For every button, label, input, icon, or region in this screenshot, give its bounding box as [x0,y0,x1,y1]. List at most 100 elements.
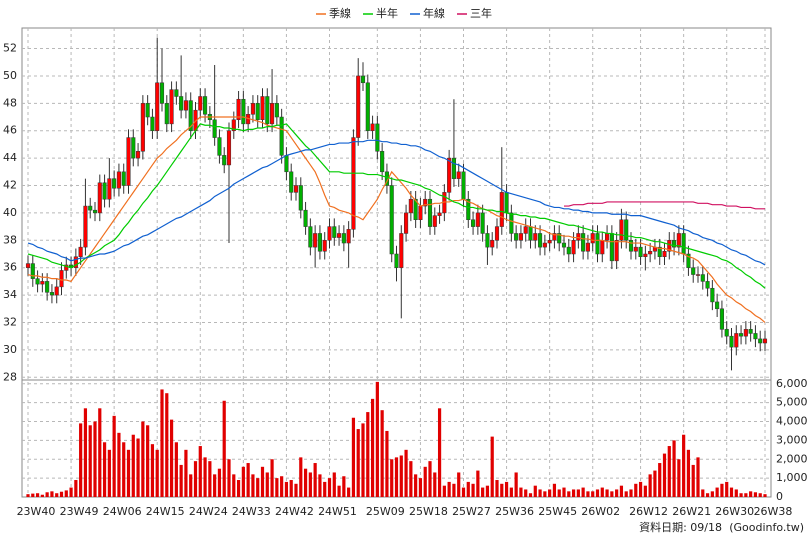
volume-bar [691,464,695,497]
x-tick-label: 24W06 [103,505,142,518]
candle-body [705,281,710,289]
candle-body [447,157,452,193]
volume-bar [600,487,604,497]
candle-body [509,212,514,234]
candle-body [40,281,45,285]
volume-bar [50,491,54,497]
candle-body [169,89,174,125]
y-tick-label: 48 [3,96,17,109]
volume-bar [495,480,499,497]
volume-bar [667,446,671,497]
candle-body [351,137,356,230]
volume-bar [490,436,494,497]
candle-body [92,209,98,214]
candle-body [49,292,54,296]
volume-bar [299,457,303,497]
volume-bar [658,463,662,497]
volume-bar [399,455,403,497]
x-tick-label: 26W02 [581,505,620,518]
volume-bar [595,489,600,497]
volume-bar [524,489,528,497]
candle-body [317,233,322,252]
volume-bar [629,489,633,497]
volume-tick-label: 0 [776,490,783,503]
candle-body [332,226,337,238]
candle-body [748,329,753,334]
volume-bar [270,459,274,497]
candle-body [499,192,504,227]
volume-bar [504,481,509,497]
volume-bar [471,483,475,497]
volume-bar [552,483,557,497]
candle-body [380,151,385,173]
candle-body [518,233,523,241]
volume-bar [567,491,571,497]
volume-bar [500,483,504,497]
candle-body [140,103,145,152]
volume-bar [662,453,667,497]
x-tick-label: 24W42 [275,505,314,518]
volume-bar [189,474,193,497]
volume-bar [55,493,59,497]
candle-body [313,233,318,248]
candle-body [112,178,117,189]
volume-bar [533,485,537,497]
candle-body [681,233,686,255]
volume-bar [557,489,561,497]
volume-bar [437,408,442,497]
candle-body [557,233,562,244]
candle-body [404,212,409,234]
candle-body [279,116,284,156]
volume-bar [375,381,379,497]
candle-body [471,219,476,227]
candle-body [337,233,342,238]
x-tick-label: 24W51 [318,505,357,518]
candle-body [451,157,456,179]
volume-bar [222,400,226,497]
volume-bar [753,492,758,497]
y-tick-label: 32 [3,315,17,328]
candle-body [475,212,480,227]
volume-bar [308,472,312,497]
candle-body [30,263,35,279]
x-tick-label: 24W15 [146,505,185,518]
candle-body [485,233,490,248]
volume-bar [150,444,155,497]
volume-bar [347,487,351,497]
candle-body [155,82,160,131]
volume-bar [117,432,121,497]
volume-bar [217,468,222,497]
candle-body [54,286,59,296]
volume-bar [323,481,327,497]
candle-body [102,182,107,200]
candle-body [126,137,131,186]
candle-body [265,96,270,125]
candle-body [179,96,184,111]
volume-bar [126,449,131,497]
candle-body [614,240,619,262]
candle-body [250,103,255,115]
volume-bar [289,480,293,497]
volume-bar [696,457,700,497]
candle-body [327,226,332,241]
volume-bar [763,494,767,497]
x-tick-label: 24W33 [232,505,271,518]
volume-bar [241,466,245,497]
candle-body [719,308,724,330]
candle-body [231,119,236,131]
candle-body [538,233,543,248]
volume-bar [169,419,174,497]
x-tick-label: 26W12 [629,505,668,518]
volume-bar [634,483,638,497]
candle-body [552,233,557,241]
volume-bar [366,412,370,497]
volume-bar [586,491,590,497]
candle-body [131,137,136,159]
volume-bar [198,446,202,497]
volume-bar [294,483,298,497]
y-tick-label: 30 [3,343,17,356]
candle-body [293,185,299,193]
volume-bar [337,485,341,497]
candle-body [566,246,571,255]
volume-bar [409,461,413,497]
